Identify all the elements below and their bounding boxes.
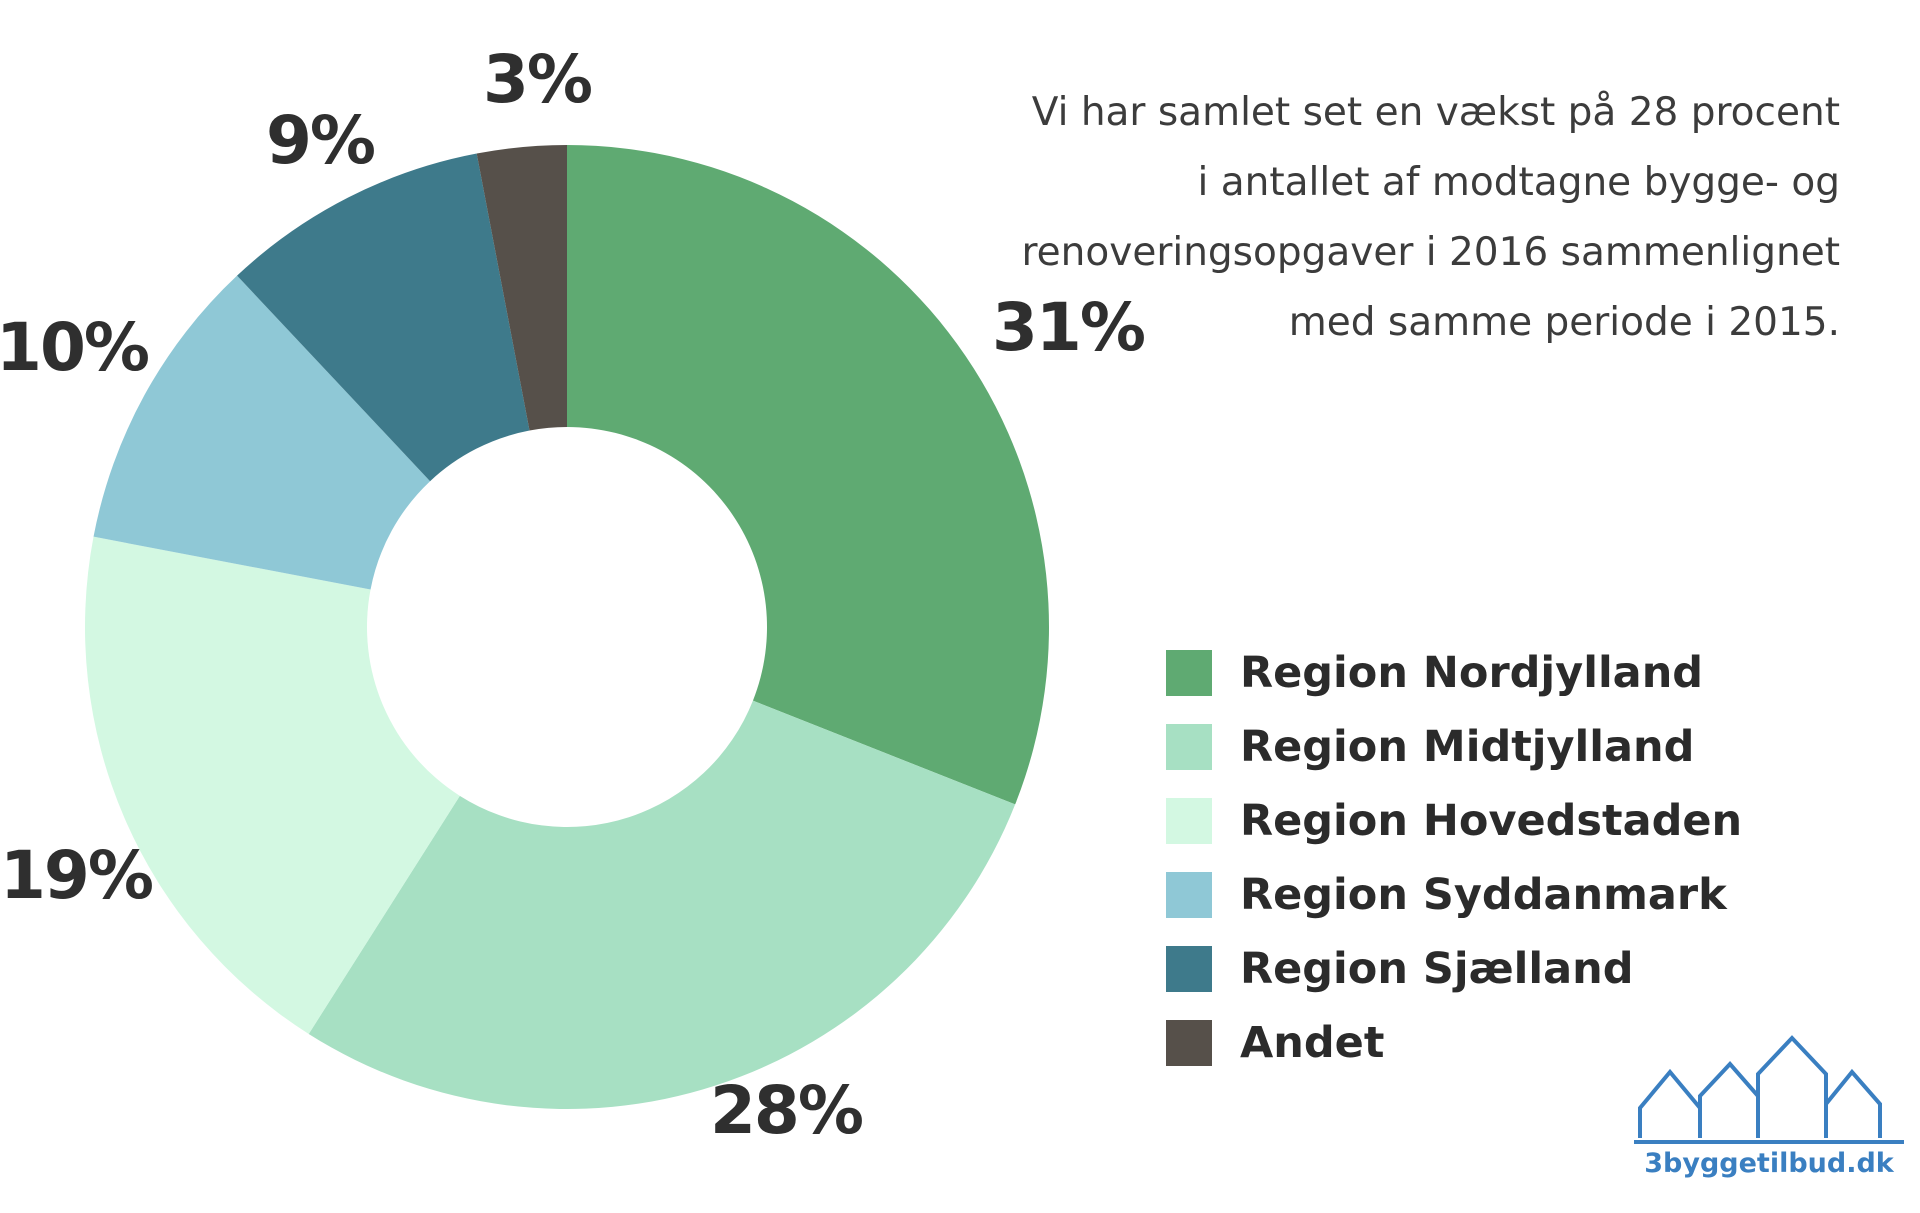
slice-midtjylland-value-label: 28% — [710, 1072, 863, 1149]
legend-item-nordjylland: Region Nordjylland — [1166, 636, 1742, 710]
logo-text: 3byggetilbud.dk — [1644, 1148, 1894, 1179]
legend-swatch — [1166, 1020, 1212, 1066]
legend-label: Region Midtjylland — [1240, 722, 1695, 772]
legend-item-hovedstaden: Region Hovedstaden — [1166, 784, 1742, 858]
slice-syddanmark-value-label: 10% — [0, 309, 149, 386]
slice-value-labels: 31% 28% 19% 10% 9% 3% — [0, 41, 1147, 1149]
legend-swatch — [1166, 798, 1212, 844]
legend-item-sjaelland: Region Sjælland — [1166, 932, 1742, 1006]
legend-swatch — [1166, 946, 1212, 992]
slice-hovedstaden-value-label: 19% — [0, 837, 153, 914]
legend-swatch — [1166, 872, 1212, 918]
legend-label: Region Nordjylland — [1240, 648, 1704, 698]
legend-label: Andet — [1240, 1018, 1385, 1068]
intro-line-3: renoveringsopgaver i 2016 sammenlignet — [1021, 230, 1841, 275]
intro-line-1: Vi har samlet set en vækst på 28 procent — [1031, 90, 1840, 135]
chart-legend: Region Nordjylland Region Midtjylland Re… — [1166, 636, 1742, 1080]
intro-line-4: med samme periode i 2015. — [1288, 300, 1840, 345]
legend-item-midtjylland: Region Midtjylland — [1166, 710, 1742, 784]
slice-andet — [476, 145, 567, 431]
slice-sjaelland — [237, 153, 530, 482]
legend-label: Region Syddanmark — [1240, 870, 1727, 920]
legend-item-andet: Andet — [1166, 1006, 1742, 1080]
slice-syddanmark — [93, 275, 431, 590]
donut-slices — [85, 145, 1049, 1109]
slice-nordjylland-value-label: 31% — [992, 289, 1145, 366]
brand-logo: 3byggetilbud.dk — [1634, 1030, 1904, 1190]
slice-hovedstaden — [85, 536, 460, 1034]
slice-midtjylland — [308, 700, 1016, 1109]
legend-swatch — [1166, 724, 1212, 770]
legend-swatch — [1166, 650, 1212, 696]
intro-text: Vi har samlet set en vækst på 28 procent… — [940, 78, 1841, 358]
houses-outline-icon — [1634, 1035, 1904, 1144]
legend-item-syddanmark: Region Syddanmark — [1166, 858, 1742, 932]
legend-label: Region Hovedstaden — [1240, 796, 1743, 846]
slice-nordjylland — [567, 145, 1049, 805]
slice-andet-value-label: 3% — [483, 41, 592, 118]
slice-sjaelland-value-label: 9% — [266, 102, 375, 179]
intro-line-2: i antallet af modtagne bygge- og — [1197, 160, 1840, 205]
legend-label: Region Sjælland — [1240, 944, 1634, 994]
